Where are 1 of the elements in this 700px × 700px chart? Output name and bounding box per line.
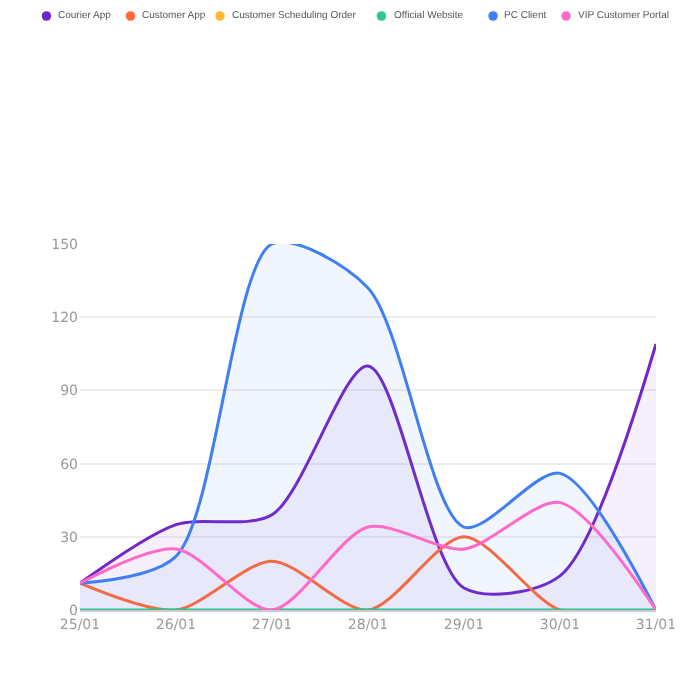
line-series <box>80 501 656 610</box>
